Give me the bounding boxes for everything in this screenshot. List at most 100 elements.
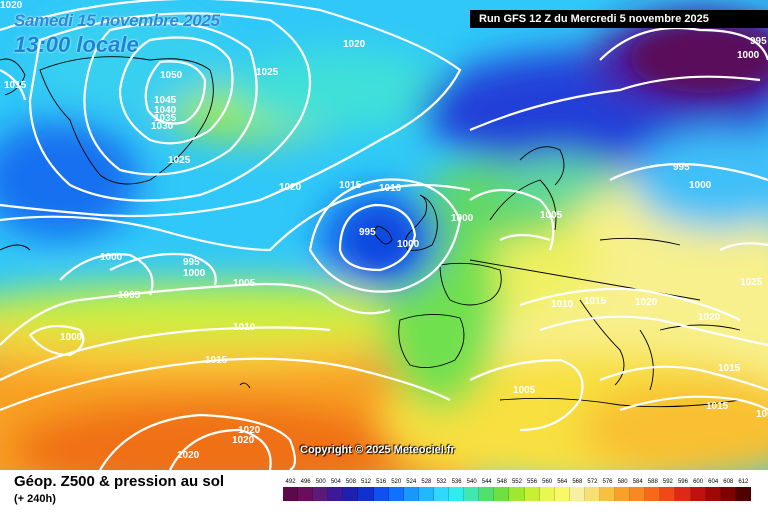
scale-swatch [660, 487, 676, 501]
isobar-label: 995 [183, 257, 200, 268]
scale-swatch [690, 487, 706, 501]
scale-swatch [615, 487, 631, 501]
scale-swatch [479, 487, 495, 501]
scale-swatch [433, 487, 450, 501]
scale-swatch [509, 487, 525, 501]
scale-label: 528 [421, 479, 432, 485]
isobar-label: 1005 [233, 278, 256, 289]
scale-label: 608 [723, 479, 734, 485]
isobar-label: 995 [673, 162, 690, 173]
scale-label: 544 [481, 479, 492, 485]
scale-swatch [388, 487, 404, 501]
isobar-label: 1015 [205, 355, 228, 366]
scale-label: 560 [542, 479, 553, 485]
isobar-label: 1020 [698, 312, 721, 323]
product-title: Géop. Z500 & pression au sol [14, 473, 225, 490]
isobar-label: 1005 [540, 210, 563, 221]
isobar-label: 995 [750, 36, 767, 47]
isobar-label: 1020 [0, 0, 23, 11]
scale-swatch [630, 487, 646, 501]
map-svg: 1020 1015 1050 1045 1040 1035 1030 1025 … [0, 0, 768, 470]
scale-label: 584 [632, 479, 643, 485]
scale-swatch [494, 487, 510, 501]
scale-label: 552 [511, 479, 522, 485]
isobar-label: 1000 [451, 213, 474, 224]
isobar-label: 1000 [397, 239, 420, 250]
scale-swatch [524, 487, 540, 501]
scale-swatch [283, 487, 299, 501]
scale-label: 576 [602, 479, 613, 485]
scale-swatch [328, 487, 344, 501]
scale-label: 568 [572, 479, 583, 485]
scale-label: 600 [693, 479, 704, 485]
scale-label: 556 [527, 479, 538, 485]
scale-swatch [735, 487, 751, 501]
isobar-label: 1000 [689, 180, 712, 191]
isobar-label: 1020 [343, 39, 366, 50]
scale-swatch [373, 487, 389, 501]
scale-swatch [358, 487, 374, 501]
scale-swatch [403, 487, 419, 501]
scale-label: 596 [677, 479, 688, 485]
scale-label: 592 [662, 479, 673, 485]
geopotential-field [0, 0, 768, 470]
scale-swatch [720, 487, 736, 501]
isobar-label: 1015 [4, 80, 27, 91]
scale-label: 572 [587, 479, 598, 485]
isobar-label: 1035 [154, 113, 177, 124]
scale-swatch [705, 487, 721, 501]
isobar-label: 1020 [279, 182, 302, 193]
scale-label: 532 [436, 479, 447, 485]
copyright-notice: Copyright © 2025 Meteociel.fr [300, 444, 455, 456]
isobar-label: 1000 [60, 332, 83, 343]
isobar-label: 1010 [551, 299, 574, 310]
isobar-label: 1045 [154, 95, 177, 106]
scale-label: 580 [617, 479, 628, 485]
weather-map: 1020 1015 1050 1045 1040 1035 1030 1025 … [0, 0, 768, 470]
scale-label: 588 [647, 479, 658, 485]
scale-label: 516 [376, 479, 387, 485]
isobar-label: 1020 [238, 425, 261, 436]
scale-label: 604 [708, 479, 719, 485]
scale-swatch [464, 487, 480, 501]
forecast-local-time: 13:00 locale [14, 32, 139, 57]
isobar-label: 1000 [183, 268, 206, 279]
isobar-label: 1020 [635, 297, 658, 308]
isobar-label: 1015 [718, 363, 741, 374]
scale-swatch [539, 487, 555, 501]
scale-label: 496 [300, 479, 311, 485]
scale-swatch [298, 487, 314, 501]
scale-label: 492 [285, 479, 296, 485]
isobar-label: 1005 [118, 290, 141, 301]
isobar-label: 1000 [100, 252, 123, 263]
scale-swatch [584, 487, 600, 501]
scale-label: 508 [345, 479, 356, 485]
scale-label: 536 [451, 479, 462, 485]
isobar-label: 1030 [151, 121, 174, 132]
isobars [0, 0, 768, 470]
isobar-label: 995 [359, 227, 376, 238]
isobar-label: 1005 [513, 385, 536, 396]
scale-label: 504 [330, 479, 341, 485]
isobar-label: 1025 [740, 277, 763, 288]
isobar-label: 1050 [160, 70, 183, 81]
scale-swatch [675, 487, 691, 501]
lead-time: (+ 240h) [14, 493, 56, 505]
isobar-labels: 1020 1015 1050 1045 1040 1035 1030 1025 … [0, 0, 768, 461]
scale-labels: 492 496 500 504 508 512 516 520 524 528 532 536 540 5… [283, 478, 751, 486]
scale-swatch [313, 487, 329, 501]
isobar-label: 1020 [177, 450, 200, 461]
isobar-label: 1020 [232, 435, 255, 446]
scale-label: 564 [557, 479, 568, 485]
scale-swatches [283, 487, 751, 501]
scale-swatch [554, 487, 570, 501]
scale-swatch [645, 487, 661, 501]
scale-label: 524 [406, 479, 417, 485]
isobar-label: 1010 [233, 322, 256, 333]
scale-label: 520 [391, 479, 402, 485]
isobar-label: 1000 [737, 50, 760, 61]
isobar-label: 1015 [339, 180, 362, 191]
model-run-info: Run GFS 12 Z du Mercredi 5 novembre 2025 [470, 10, 768, 28]
scale-label: 612 [738, 479, 749, 485]
scale-swatch [569, 487, 585, 501]
